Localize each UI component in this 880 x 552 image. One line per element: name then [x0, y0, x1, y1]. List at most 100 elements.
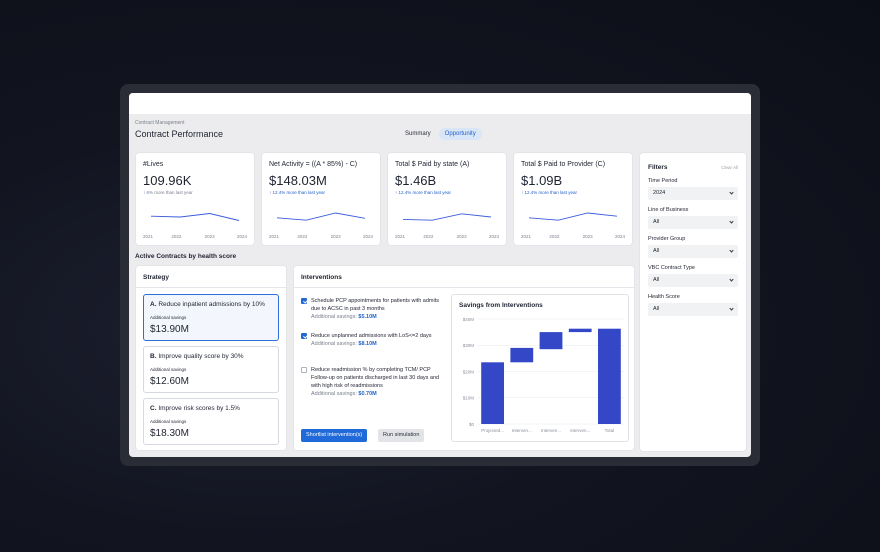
- clear-all-link[interactable]: Clear All: [721, 165, 738, 170]
- year-tick-label: 2024: [489, 234, 500, 239]
- kpi-delta: ↑ 12.4% more than last year: [395, 190, 451, 195]
- year-tick-label: 2023: [205, 234, 216, 239]
- top-bar: [129, 93, 751, 114]
- waterfall-bar[interactable]: [568, 328, 592, 333]
- checkbox-unchecked[interactable]: [301, 367, 307, 373]
- savings-chart: Savings from Interventions $0 $10M $20M $30…: [451, 294, 629, 442]
- chevron-down-icon: [729, 277, 734, 282]
- strategy-option-label: A. Reduce inpatient admissions by 10%: [150, 301, 265, 308]
- kpi-delta-text: 12.4% more than last year: [272, 190, 326, 195]
- provider-group-select[interactable]: All: [648, 245, 738, 258]
- sparkline-chart: 2021 2022 2023 2024: [395, 213, 500, 239]
- line-of-business-select[interactable]: All: [648, 216, 738, 229]
- y-tick-label: $40M: [463, 317, 475, 322]
- strategy-option-sub: Additional savings: [150, 315, 187, 320]
- waterfall-bar[interactable]: [539, 332, 563, 350]
- filter-label: Health Score: [648, 294, 680, 300]
- strategy-option-c[interactable]: C. Improve risk scores by 1.5% Additiona…: [143, 398, 279, 445]
- kpi-label: Total $ Paid to Provider (C): [521, 161, 606, 168]
- arrow-up-icon: ↑: [269, 190, 272, 195]
- arrow-up-icon: ↑: [395, 190, 398, 195]
- tab-summary[interactable]: Summary: [405, 131, 431, 137]
- kpi-label: #Lives: [143, 161, 164, 168]
- y-tick-label: $30M: [463, 343, 475, 348]
- kpi-card-net-activity: Net Activity = ((A * 85%) - C) $148.03M …: [262, 153, 380, 245]
- strategy-option-a[interactable]: A. Reduce inpatient admissions by 10% Ad…: [143, 294, 279, 341]
- year-tick-label: 2023: [457, 234, 468, 239]
- kpi-delta: ↑ 6% more than last year: [143, 190, 193, 195]
- filter-health-score: Health Score All: [648, 294, 738, 316]
- intervention-text: Reduce unplanned admissions with LoS<=2 …: [311, 333, 432, 339]
- sparkline-chart: 2021 2022 2023 2024: [521, 212, 625, 239]
- intervention-item: Schedule PCP appointments for patients w…: [301, 297, 441, 320]
- waterfall-bar[interactable]: [510, 347, 534, 363]
- filter-label: VBC Contract Type: [648, 265, 695, 271]
- filter-label: Provider Group: [648, 236, 686, 242]
- year-tick-label: 2022: [171, 234, 182, 239]
- page-header: Contract Management Contract Performance: [135, 120, 223, 139]
- sparkline-line: [276, 212, 366, 221]
- year-tick-label: 2024: [237, 234, 248, 239]
- sparkline-line: [528, 212, 618, 221]
- filter-label: Time Period: [648, 178, 678, 184]
- kpi-value: $1.46B: [395, 173, 437, 188]
- arrow-up-icon: ↑: [521, 190, 524, 195]
- year-tick-label: 2021: [269, 234, 280, 239]
- strategy-option-b[interactable]: B. Improve quality score by 30% Addition…: [143, 346, 279, 393]
- sparkline-chart: 2021 2022 2023 2024: [143, 213, 248, 239]
- strategy-title: Strategy: [143, 274, 170, 281]
- year-tick-label: 2022: [423, 234, 434, 239]
- strategy-option-value: $18.30M: [150, 428, 189, 439]
- waterfall-svg: $0 $10M $20M $30M $40M Projected... Interven..…: [463, 317, 624, 433]
- waterfall-bar[interactable]: [598, 328, 621, 424]
- chevron-down-icon: [729, 248, 734, 253]
- interventions-title: Interventions: [301, 274, 342, 281]
- x-tick-label: Projected...: [481, 428, 504, 433]
- filter-vbc-contract-type: VBC Contract Type All: [648, 265, 738, 287]
- health-score-select[interactable]: All: [648, 303, 738, 316]
- vbc-contract-type-select[interactable]: All: [648, 274, 738, 287]
- kpi-card-lives: #Lives 109.96K ↑ 6% more than last year …: [136, 153, 254, 245]
- intervention-savings: Additional savings: $0.70M: [311, 391, 377, 397]
- intervention-savings: Additional savings: $8.10M: [311, 341, 377, 347]
- kpi-card-paid-by-state: Total $ Paid by state (A) $1.46B ↑ 12.4%…: [388, 153, 506, 245]
- page-title: Contract Performance: [135, 129, 224, 139]
- shortlist-button[interactable]: Shortlist intervention(s): [301, 429, 368, 442]
- tab-opportunity[interactable]: Opportunity: [438, 128, 482, 140]
- kpi-label: Net Activity = ((A * 85%) - C): [269, 161, 358, 168]
- chevron-down-icon: [729, 190, 734, 195]
- sparkline-line: [402, 213, 492, 221]
- run-simulation-button[interactable]: Run simulation: [378, 429, 425, 442]
- breadcrumb[interactable]: Contract Management: [135, 120, 185, 126]
- kpi-delta-text: 6% more than last year: [146, 190, 193, 195]
- waterfall-bar[interactable]: [481, 362, 504, 424]
- divider: [136, 287, 286, 288]
- x-tick-label: Interven...: [512, 428, 532, 433]
- intervention-item: Reduce readmission % by completing TCM/ …: [301, 366, 441, 397]
- intervention-text: Reduce readmission % by completing TCM/ …: [311, 367, 440, 389]
- kpi-label: Total $ Paid by state (A): [395, 161, 470, 168]
- filter-provider-group: Provider Group All: [648, 236, 738, 258]
- strategy-option-value: $13.90M: [150, 324, 189, 335]
- filter-label: Line of Business: [648, 207, 689, 213]
- kpi-delta: ↑ 12.4% more than last year: [521, 190, 577, 195]
- strategy-option-sub: Additional savings: [150, 367, 187, 372]
- chevron-down-icon: [729, 306, 734, 311]
- strategy-panel: Strategy A. Reduce inpatient admissions …: [136, 266, 286, 450]
- strategy-option-label: C. Improve risk scores by 1.5%: [150, 405, 240, 412]
- strategy-option-label: B. Improve quality score by 30%: [150, 353, 244, 360]
- checkbox-checked[interactable]: [301, 298, 307, 304]
- year-tick-label: 2021: [143, 234, 154, 239]
- time-period-select[interactable]: 2024: [648, 187, 738, 200]
- checkbox-checked[interactable]: [301, 333, 307, 339]
- y-tick-label: $20M: [463, 369, 475, 374]
- kpi-value: $1.09B: [521, 173, 563, 188]
- year-tick-label: 2022: [297, 234, 308, 239]
- x-tick-label: Total: [605, 428, 615, 433]
- sparkline-chart: 2021 2022 2023 2024: [269, 212, 374, 239]
- view-tabs: Summary Opportunity: [399, 128, 482, 140]
- year-tick-label: 2024: [363, 234, 374, 239]
- filters-title: Filters: [648, 164, 668, 171]
- interventions-panel: Interventions Schedule PCP appointments …: [294, 266, 634, 450]
- filter-line-of-business: Line of Business All: [648, 207, 738, 229]
